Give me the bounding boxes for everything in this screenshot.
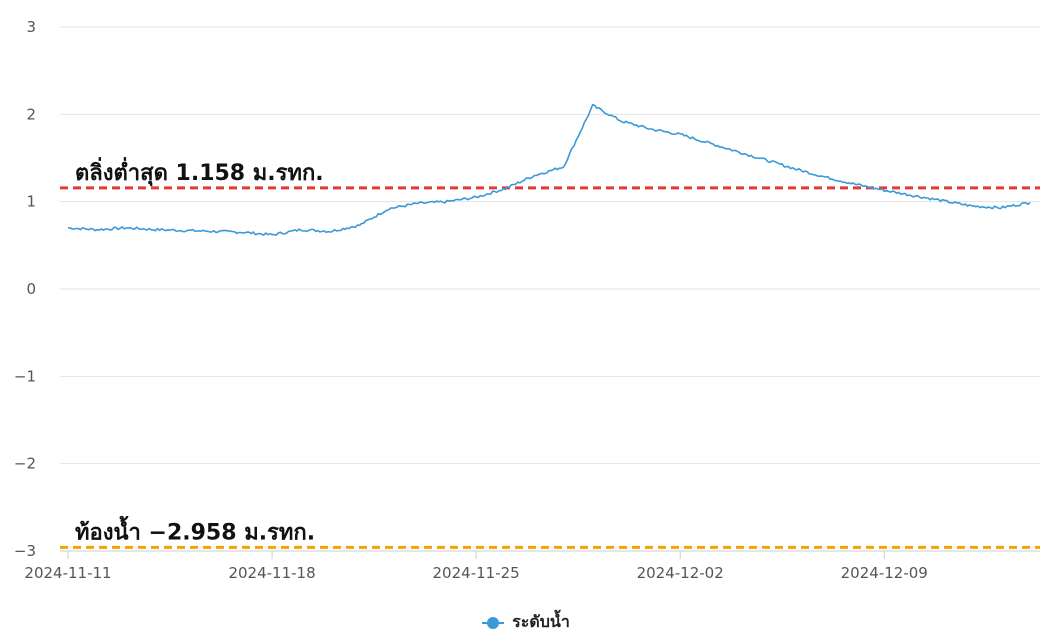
x-tick-label: 2024-11-18 (228, 564, 315, 582)
y-tick-label: 2 (26, 105, 36, 123)
riverbed-label: ท้องน้ำ −2.958 ม.รทก. (75, 515, 315, 545)
min-bank-label: ตลิ่งต่ำสุด 1.158 ม.รทก. (75, 156, 324, 187)
x-tick-label: 2024-11-25 (433, 564, 520, 582)
x-tick-label: 2024-11-11 (24, 564, 111, 582)
y-tick-label: 3 (26, 18, 36, 36)
y-tick-label: −3 (14, 542, 36, 560)
y-tick-label: −2 (14, 455, 36, 473)
x-tick-label: 2024-12-09 (841, 564, 928, 582)
y-tick-label: 1 (26, 193, 36, 211)
legend-marker-icon (482, 616, 505, 629)
legend: ระดับน้ำ (0, 610, 1052, 635)
legend-item-water-level[interactable]: ระดับน้ำ (482, 610, 570, 635)
y-tick-label: −1 (14, 367, 36, 385)
legend-label: ระดับน้ำ (512, 612, 570, 631)
x-tick-label: 2024-12-02 (637, 564, 724, 582)
y-tick-label: 0 (26, 280, 36, 298)
water-level-series-line (67, 103, 1031, 236)
water-level-chart: 3 2 1 0 −1 −2 −3 2024-11-11 2024-11-18 2024-11-25… (14, 18, 1040, 582)
